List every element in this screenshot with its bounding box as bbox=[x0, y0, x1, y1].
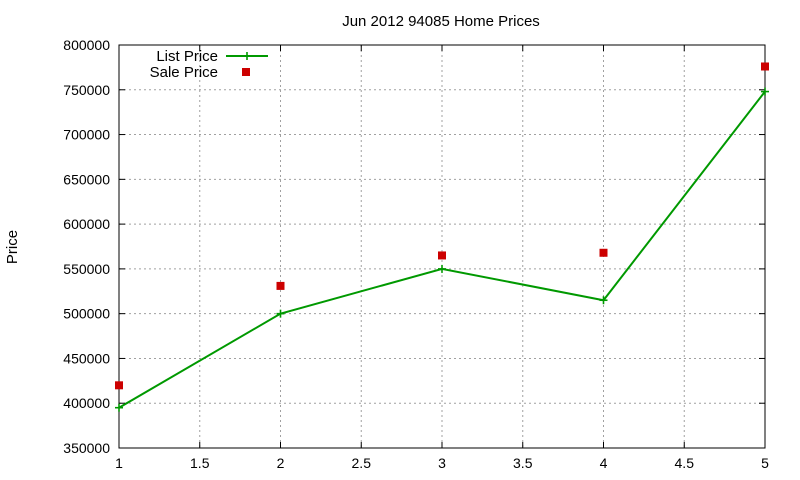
grid-lines bbox=[119, 45, 765, 448]
x-tick-label: 1 bbox=[115, 455, 123, 471]
data-point bbox=[761, 62, 769, 71]
chart-title: Jun 2012 94085 Home Prices bbox=[342, 13, 540, 30]
data-point bbox=[276, 281, 285, 290]
y-tick-label: 800000 bbox=[63, 37, 110, 53]
data-point bbox=[599, 248, 608, 257]
x-tick-label: 3 bbox=[438, 455, 446, 471]
data-point bbox=[599, 296, 608, 305]
y-tick-label: 400000 bbox=[63, 395, 110, 411]
series-list-price bbox=[115, 87, 769, 412]
x-tick-label: 4 bbox=[600, 455, 608, 471]
series-layer bbox=[115, 62, 769, 412]
legend-item: List Price bbox=[156, 48, 268, 65]
data-point bbox=[438, 251, 446, 260]
y-tick-label: 450000 bbox=[63, 350, 110, 366]
x-tick-label: 2.5 bbox=[352, 455, 372, 471]
legend-item: Sale Price bbox=[150, 64, 250, 81]
tick-marks bbox=[118, 44, 766, 449]
x-tick-label: 4.5 bbox=[675, 455, 695, 471]
y-tick-labels: 350000 400000 450000 500000 550000 600000 6500… bbox=[63, 37, 110, 456]
x-tick-label: 2 bbox=[277, 455, 285, 471]
legend-marker bbox=[242, 68, 250, 76]
y-axis-label: Price bbox=[4, 230, 21, 264]
data-point bbox=[115, 403, 123, 412]
legend-label: List Price bbox=[156, 48, 218, 65]
y-tick-label: 700000 bbox=[63, 127, 110, 143]
data-point bbox=[761, 87, 769, 96]
x-tick-label: 3.5 bbox=[513, 455, 533, 471]
y-tick-label: 600000 bbox=[63, 216, 110, 232]
y-tick-label: 750000 bbox=[63, 82, 110, 98]
data-point bbox=[438, 264, 446, 273]
legend-label: Sale Price bbox=[150, 64, 218, 81]
legend-marker bbox=[243, 52, 251, 60]
series-sale-price bbox=[115, 62, 769, 390]
data-point bbox=[115, 381, 123, 390]
y-tick-label: 550000 bbox=[63, 261, 110, 277]
y-tick-label: 350000 bbox=[63, 440, 110, 456]
y-tick-label: 650000 bbox=[63, 171, 110, 187]
x-tick-labels: 1 1.5 2 2.5 3 3.5 4 4.5 5 bbox=[115, 455, 769, 471]
data-point bbox=[276, 309, 285, 318]
y-tick-label: 500000 bbox=[63, 306, 110, 322]
x-tick-label: 5 bbox=[761, 455, 769, 471]
x-tick-label: 1.5 bbox=[190, 455, 210, 471]
